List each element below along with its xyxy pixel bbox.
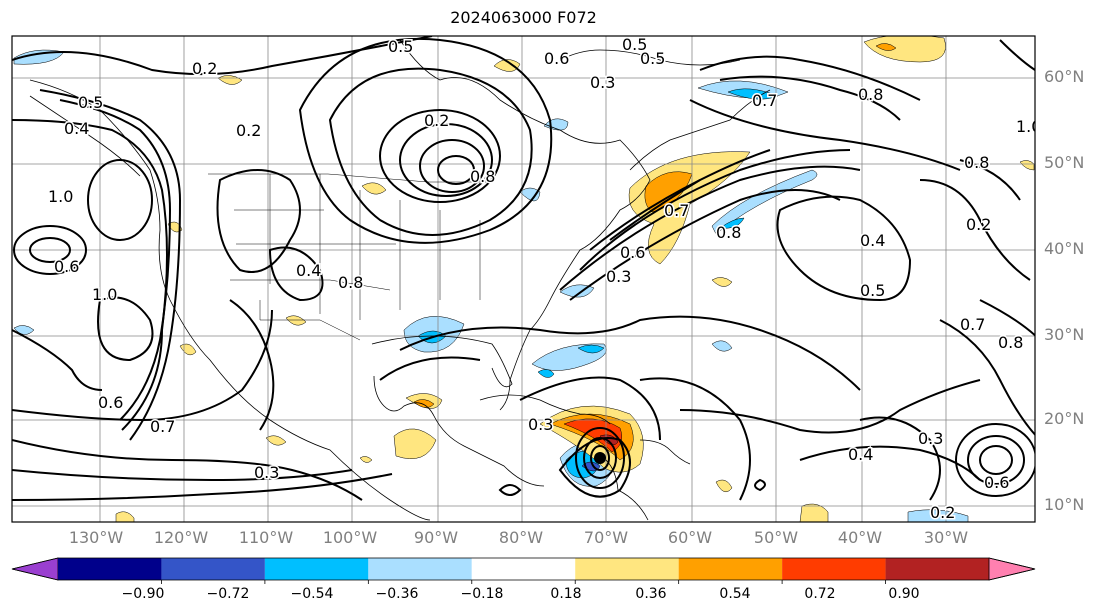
contour-label: 0.8 (998, 333, 1023, 352)
colorbar-tick-label: 0.36 (635, 586, 667, 602)
lon-tick-label: 80°W (498, 528, 544, 547)
colorbar-tick-label: 0.90 (888, 586, 920, 602)
contour-label: 0.5 (640, 49, 665, 68)
contour-label: 1.0 (1016, 117, 1041, 136)
contour-label: 0.3 (606, 267, 631, 286)
lon-tick-label: 100°W (322, 528, 378, 547)
lat-tick-label: 10°N (1044, 495, 1085, 514)
graticule (12, 36, 1035, 522)
contour-label-group: 0.5 0.6 0.5 0.5 0.2 0.5 0.4 0.2 0.3 0.7 … (47, 35, 1041, 522)
colorbar-swatch (885, 558, 989, 580)
colorbar-tick-label: 0.72 (804, 586, 836, 602)
lon-tick-label: 40°W (837, 528, 883, 547)
contour-label: 0.6 (54, 257, 79, 276)
colorbar-swatch (368, 558, 472, 580)
lon-tick-label: 50°W (753, 528, 799, 547)
contour-label: 0.3 (528, 415, 553, 434)
contour-label: 0.6 (984, 473, 1009, 492)
colorbar-tick-label: 0.18 (550, 586, 582, 602)
contour-label: 0.4 (848, 445, 873, 464)
colorbar-tick-label: −0.72 (206, 586, 250, 602)
colorbar-swatch (58, 558, 162, 580)
colorbar-outline (11, 557, 1036, 581)
colorbar-swatch (264, 558, 369, 580)
contour-label: 0.2 (236, 121, 261, 140)
contour-label: 0.7 (752, 91, 777, 110)
lat-tick-label: 40°N (1044, 239, 1085, 258)
contour-label: 0.5 (860, 281, 885, 300)
colorbar-swatch (678, 558, 783, 580)
contour-label: 0.6 (98, 393, 123, 412)
contour-label: 0.3 (254, 463, 279, 482)
lon-tick-label: 120°W (153, 528, 209, 547)
contour-label: 0.7 (664, 201, 689, 220)
lon-tick-label: 130°W (68, 528, 124, 547)
contour-label: 0.4 (296, 261, 321, 280)
contour-label: 0.5 (622, 35, 647, 54)
colorbar-swatch (575, 558, 679, 580)
contour-lines (12, 36, 1035, 501)
lat-tick-label: 50°N (1044, 153, 1085, 172)
colorbar-swatch (782, 558, 886, 580)
contour-label: 0.4 (860, 231, 885, 250)
contour-label: 0.6 (544, 49, 569, 68)
colorbar-tick-label: −0.90 (121, 586, 165, 602)
lon-tick-label: 110°W (238, 528, 294, 547)
contour-label: 0.6 (620, 243, 645, 262)
lon-tick-label: 70°W (583, 528, 629, 547)
contour-label: 0.8 (716, 223, 741, 242)
colorbar-tick-label: −0.36 (375, 586, 419, 602)
colorbar-tick-label: −0.18 (460, 586, 504, 602)
contour-label: 0.2 (424, 111, 449, 130)
contour-label: 0.8 (858, 85, 883, 104)
colorbar-swatch (471, 558, 576, 580)
contour-label: 0.5 (78, 93, 103, 112)
storm-center (594, 452, 606, 464)
contour-label: 0.8 (338, 273, 363, 292)
colorbar-tick-label: −0.54 (290, 586, 334, 602)
colorbar (11, 557, 1036, 584)
contour-label: 0.8 (964, 153, 989, 172)
contour-label: 0.7 (150, 417, 175, 436)
contour-label: 1.0 (92, 285, 117, 304)
lon-tick-label: 60°W (667, 528, 713, 547)
lon-tick-label: 30°W (923, 528, 969, 547)
contour-label: 0.2 (930, 503, 955, 522)
contour-label: 0.5 (388, 37, 413, 56)
contour-label: 0.3 (918, 429, 943, 448)
lon-tick-label: 90°W (413, 528, 459, 547)
figure-title: 2024063000 F072 (450, 8, 597, 27)
contour-label: 1.0 (48, 187, 73, 206)
contour-label: 0.2 (966, 215, 991, 234)
contour-label: 0.4 (64, 119, 89, 138)
shaded-field-warm (115, 36, 1035, 522)
lat-tick-label: 60°N (1044, 67, 1085, 86)
contour-label: 0.3 (590, 73, 615, 92)
colorbar-extend-min (11, 557, 59, 581)
map-frame (11, 35, 1036, 523)
colorbar-tick-label: 0.54 (719, 586, 751, 602)
colorbar-extend-max (988, 557, 1036, 581)
colorbar-swatch (161, 558, 265, 580)
lat-tick-label: 20°N (1044, 409, 1085, 428)
contour-label: 0.7 (960, 315, 985, 334)
coastlines (29, 39, 771, 521)
contour-label: 0.2 (192, 59, 217, 78)
contour-label: 0.8 (470, 167, 495, 186)
lat-tick-label: 30°N (1044, 325, 1085, 344)
